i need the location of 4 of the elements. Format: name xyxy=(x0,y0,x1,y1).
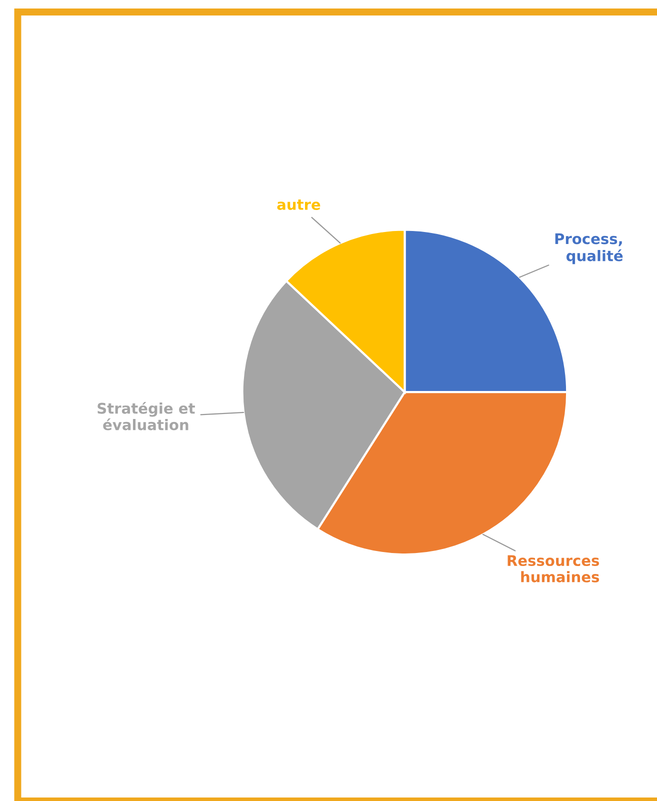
slice-label: Stratégie et évaluation xyxy=(98,402,195,430)
slice-label: autre xyxy=(277,200,320,210)
slice-label: Process, qualité xyxy=(555,233,623,264)
slice-label: Ressources humaines xyxy=(508,555,600,582)
